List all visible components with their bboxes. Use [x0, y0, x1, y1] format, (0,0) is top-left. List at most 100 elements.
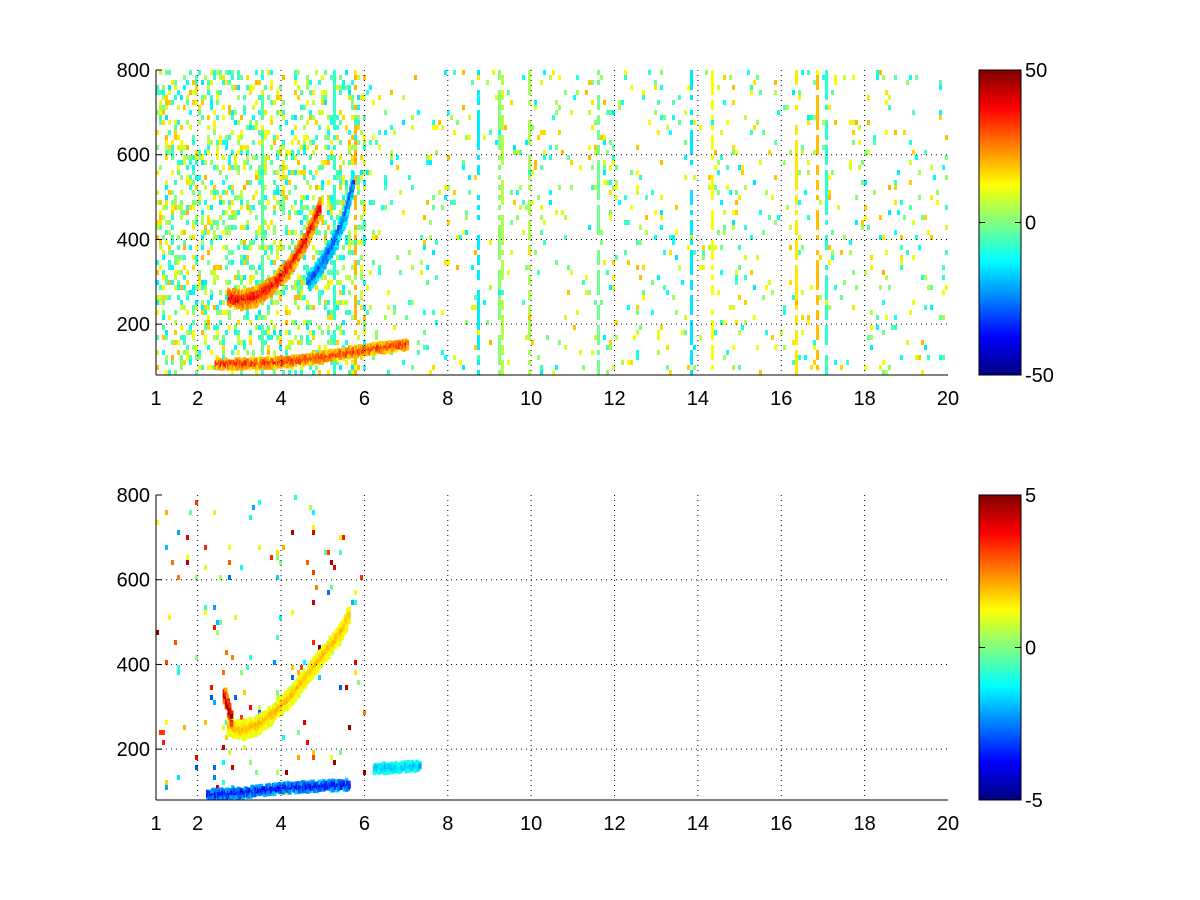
heatmap-cell [882, 330, 885, 335]
heatmap-cell [462, 230, 465, 235]
heatmap-cell [291, 270, 294, 275]
heatmap-cell [816, 135, 819, 140]
heatmap-cell [324, 230, 327, 235]
heatmap-cell [900, 255, 903, 260]
heatmap-cell [528, 360, 531, 365]
heatmap-cell [690, 255, 693, 260]
heatmap-cell [711, 345, 714, 350]
heatmap-cell [159, 285, 162, 290]
heatmap-cell [244, 723, 248, 729]
heatmap-cell [501, 150, 504, 155]
heatmap-cell [816, 140, 819, 145]
heatmap-cell [261, 350, 264, 355]
y-tick-label: 400 [117, 229, 150, 251]
heatmap-cell [165, 105, 168, 110]
heatmap-cell [327, 145, 330, 150]
heatmap-cell [381, 347, 385, 353]
heatmap-cell [171, 560, 174, 565]
heatmap-cell [642, 95, 645, 100]
heatmap-cell [225, 330, 228, 335]
heatmap-cell [207, 85, 210, 90]
heatmap-cell [399, 270, 402, 275]
heatmap-cell [249, 340, 252, 345]
heatmap-cell [231, 250, 234, 255]
heatmap-cell [327, 240, 330, 245]
heatmap-cell [314, 279, 318, 285]
heatmap-cell [311, 217, 315, 223]
heatmap-cell [498, 350, 501, 355]
heatmap-cell [171, 240, 174, 245]
heatmap-cell [540, 365, 543, 370]
heatmap-cell [720, 270, 723, 275]
heatmap-cell [825, 145, 828, 150]
heatmap-cell [732, 150, 735, 155]
heatmap-cell [426, 280, 429, 285]
heatmap-cell [528, 225, 531, 230]
heatmap-cell [378, 145, 381, 150]
heatmap-cell [831, 90, 834, 95]
heatmap-cell [285, 195, 288, 200]
heatmap-cell [174, 320, 177, 325]
heatmap-cell [294, 170, 297, 175]
heatmap-cell [183, 305, 186, 310]
heatmap-cell [363, 220, 366, 225]
heatmap-cell [159, 105, 162, 110]
heatmap-cell [477, 95, 480, 100]
heatmap-cell [732, 345, 735, 350]
heatmap-cell [384, 130, 387, 135]
heatmap-cell [333, 160, 336, 165]
heatmap-cell [159, 70, 162, 75]
heatmap-cell [666, 365, 669, 370]
heatmap-cell [657, 350, 660, 355]
heatmap-cell [801, 245, 804, 250]
heatmap-cell [615, 185, 618, 190]
heatmap-cell [297, 280, 300, 285]
heatmap-cell [273, 714, 277, 720]
heatmap-cell [383, 341, 387, 347]
heatmap-cell [333, 120, 336, 125]
heatmap-cell [570, 110, 573, 115]
heatmap-cell [483, 135, 486, 140]
heatmap-cell [204, 290, 207, 295]
heatmap-cell [444, 260, 447, 265]
heatmap-cell [236, 722, 239, 728]
heatmap-cell [711, 335, 714, 340]
heatmap-cell [372, 135, 375, 140]
heatmap-cell [267, 325, 270, 330]
heatmap-cell [738, 265, 741, 270]
heatmap-cell [255, 285, 259, 291]
heatmap-cell [657, 330, 660, 335]
heatmap-cell [816, 235, 819, 240]
heatmap-cell [285, 345, 288, 350]
heatmap-cell [285, 770, 288, 775]
heatmap-cell [528, 350, 531, 355]
heatmap-cell [342, 255, 345, 260]
heatmap-cell [498, 145, 501, 150]
heatmap-cell [798, 355, 801, 360]
heatmap-cell [909, 205, 912, 210]
heatmap-cell [306, 205, 309, 210]
heatmap-cell [354, 150, 357, 155]
heatmap-cell [192, 165, 195, 170]
heatmap-cell [495, 95, 498, 100]
heatmap-cell [498, 90, 501, 95]
heatmap-cell [711, 105, 714, 110]
heatmap-cell [177, 775, 180, 780]
heatmap-cell [240, 75, 243, 80]
heatmap-cell [825, 80, 828, 85]
heatmap-cell [270, 120, 273, 125]
heatmap-cell [204, 225, 207, 230]
heatmap-cell [306, 353, 310, 359]
colorbar-tick-label: 50 [1025, 60, 1047, 82]
heatmap-cell [942, 355, 945, 360]
heatmap-cell [567, 290, 570, 295]
heatmap-cell [354, 130, 357, 135]
heatmap-cell [300, 290, 303, 295]
heatmap-cell [690, 210, 693, 215]
heatmap-cell [240, 715, 243, 720]
heatmap-cell [699, 335, 702, 340]
heatmap-cell [300, 230, 303, 235]
heatmap-cell [241, 296, 244, 302]
heatmap-cell [414, 75, 417, 80]
heatmap-cell [900, 260, 903, 265]
